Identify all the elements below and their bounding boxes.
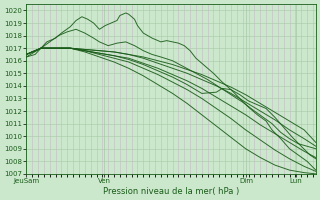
X-axis label: Pression niveau de la mer( hPa ): Pression niveau de la mer( hPa )	[103, 187, 239, 196]
